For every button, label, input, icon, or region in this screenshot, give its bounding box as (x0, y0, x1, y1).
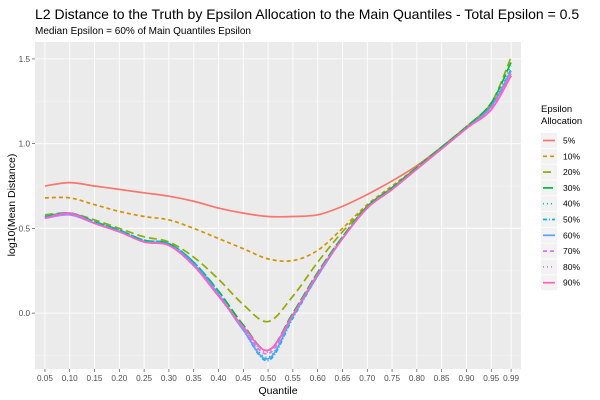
plot-panel (35, 42, 521, 369)
x-tick-label: 0.25 (136, 374, 152, 383)
legend-key (541, 259, 557, 275)
x-tick-label: 0.15 (87, 374, 103, 383)
y-tick-label: 1.5 (19, 55, 31, 64)
x-tick-label: 0.75 (384, 374, 400, 383)
legend-title-line1: Epsilon (541, 104, 572, 115)
x-axis: 0.05 0.10 0.15 0.20 0.25 0.30 0.35 0.40 0.45 0.50… (37, 369, 519, 383)
legend-label: 10% (563, 151, 580, 161)
chart-subtitle: Median Epsilon = 60% of Main Quantiles E… (35, 26, 251, 37)
legend-label: 80% (563, 262, 580, 272)
x-tick-label: 0.20 (111, 374, 127, 383)
x-tick-label: 0.35 (186, 374, 202, 383)
legend: 5% 10% 20% 30% 40% 50% 60% 70% 80% 90% (541, 133, 580, 291)
legend-label: 5% (563, 136, 576, 146)
legend-key (541, 243, 557, 259)
x-tick-label: 0.65 (335, 374, 351, 383)
x-tick-label: 0.95 (483, 374, 499, 383)
legend-key (541, 196, 557, 212)
x-tick-label: 0.50 (260, 374, 276, 383)
x-tick-label: 0.90 (458, 374, 474, 383)
series-line-30pct (44, 61, 512, 352)
x-tick-label: 0.70 (359, 374, 375, 383)
legend-label: 40% (563, 199, 580, 209)
x-tick-label: 0.99 (503, 374, 519, 383)
series-line-90pct (44, 75, 512, 352)
legend-label: 50% (563, 215, 580, 225)
x-tick-label: 0.60 (310, 374, 326, 383)
legend-title-line2: Allocation (541, 116, 582, 127)
series-line-40pct (44, 65, 512, 358)
y-axis: 0.0 0.5 1.0 1.5 (19, 55, 35, 318)
legend-key (541, 148, 557, 164)
x-tick-label: 0.80 (409, 374, 425, 383)
y-axis-title: log10(Mean Distance) (6, 154, 18, 257)
x-tick-label: 0.10 (62, 374, 78, 383)
legend-label: 20% (563, 167, 580, 177)
x-tick-label: 0.40 (211, 374, 227, 383)
y-tick-label: 0.0 (19, 309, 31, 318)
x-tick-label: 0.30 (161, 374, 177, 383)
legend-label: 90% (563, 278, 580, 288)
legend-label: 60% (563, 230, 580, 240)
y-tick-label: 1.0 (19, 140, 31, 149)
x-tick-label: 0.05 (37, 374, 53, 383)
x-tick-label: 0.55 (285, 374, 301, 383)
series-line-20pct (44, 56, 512, 323)
legend-label: 30% (563, 183, 580, 193)
x-axis-title: Quantile (258, 385, 297, 397)
legend-label: 70% (563, 246, 580, 256)
y-tick-label: 0.5 (19, 224, 31, 233)
x-tick-label: 0.45 (235, 374, 251, 383)
x-tick-label: 0.85 (434, 374, 450, 383)
series-lines (44, 56, 512, 362)
chart-title: L2 Distance to the Truth by Epsilon Allo… (35, 6, 579, 22)
